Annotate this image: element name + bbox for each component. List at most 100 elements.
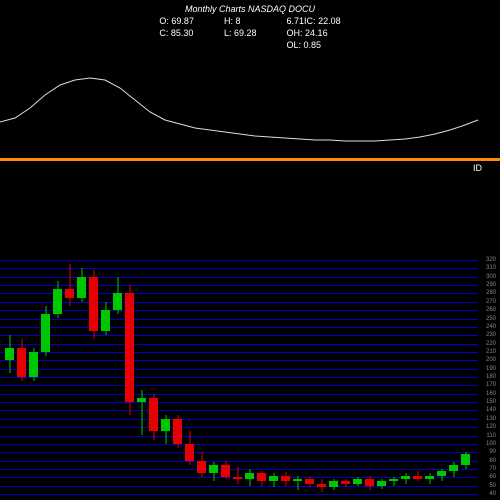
candle-body bbox=[245, 473, 254, 479]
candle-body bbox=[377, 481, 386, 485]
y-label: 60 bbox=[489, 474, 496, 480]
candle bbox=[185, 260, 194, 494]
candle bbox=[401, 260, 410, 494]
candle-body bbox=[125, 293, 134, 402]
candle bbox=[89, 260, 98, 494]
candle bbox=[377, 260, 386, 494]
y-label: 300 bbox=[486, 274, 496, 280]
candle bbox=[17, 260, 26, 494]
oh-val: 24.16 bbox=[305, 28, 328, 38]
c-val: 85.30 bbox=[171, 28, 194, 38]
grid-line bbox=[0, 494, 478, 495]
candle-body bbox=[89, 277, 98, 331]
oh-label: OH: bbox=[287, 28, 303, 38]
candle bbox=[341, 260, 350, 494]
title-left: Monthly Charts bbox=[185, 4, 246, 14]
y-label: 40 bbox=[489, 491, 496, 497]
candle bbox=[29, 260, 38, 494]
candle-body bbox=[221, 465, 230, 478]
candle bbox=[353, 260, 362, 494]
y-label: 80 bbox=[489, 458, 496, 464]
candle bbox=[437, 260, 446, 494]
candle-body bbox=[173, 419, 182, 444]
hc-val: 22.08 bbox=[318, 16, 341, 26]
candlestick-chart bbox=[0, 260, 478, 494]
y-label: 100 bbox=[486, 441, 496, 447]
y-label: 270 bbox=[486, 299, 496, 305]
y-label: 260 bbox=[486, 307, 496, 313]
candle bbox=[293, 260, 302, 494]
candle-body bbox=[257, 473, 266, 481]
candle-body bbox=[197, 461, 206, 474]
stats-row: O: 69.87 C: 85.30 H: 8 L: 69.28 6.71IC: … bbox=[0, 16, 500, 50]
candle bbox=[389, 260, 398, 494]
y-label: 90 bbox=[489, 449, 496, 455]
y-label: 220 bbox=[486, 341, 496, 347]
candle-body bbox=[293, 479, 302, 482]
candle bbox=[149, 260, 158, 494]
y-label: 170 bbox=[486, 382, 496, 388]
candle-wick bbox=[237, 467, 238, 484]
l-label: L: bbox=[224, 28, 232, 38]
chart-header: Monthly Charts NASDAQ DOCU O: 69.87 C: 8… bbox=[0, 4, 500, 50]
candle bbox=[101, 260, 110, 494]
y-label: 180 bbox=[486, 374, 496, 380]
candle-body bbox=[233, 477, 242, 479]
candle-wick bbox=[141, 390, 142, 436]
candle bbox=[365, 260, 374, 494]
candle-body bbox=[317, 484, 326, 487]
candle-body bbox=[329, 481, 338, 487]
orange-separator-line bbox=[0, 158, 500, 161]
candle bbox=[305, 260, 314, 494]
candle-body bbox=[413, 476, 422, 479]
y-label: 240 bbox=[486, 324, 496, 330]
title-right: NASDAQ DOCU bbox=[248, 4, 315, 14]
y-label: 130 bbox=[486, 416, 496, 422]
l-val: 69.28 bbox=[234, 28, 257, 38]
y-label: 320 bbox=[486, 257, 496, 263]
c-label: C: bbox=[159, 28, 168, 38]
hc-label: 6.71IC: bbox=[287, 16, 316, 26]
y-label: 310 bbox=[486, 265, 496, 271]
candle bbox=[161, 260, 170, 494]
y-label: 190 bbox=[486, 366, 496, 372]
y-label: 140 bbox=[486, 407, 496, 413]
candle-body bbox=[137, 398, 146, 402]
y-label: 210 bbox=[486, 349, 496, 355]
marker-label: ID bbox=[473, 163, 482, 173]
candle bbox=[173, 260, 182, 494]
candle-body bbox=[341, 481, 350, 484]
candle bbox=[125, 260, 134, 494]
candle bbox=[233, 260, 242, 494]
candle bbox=[317, 260, 326, 494]
o-val: 69.87 bbox=[171, 16, 194, 26]
candle bbox=[281, 260, 290, 494]
candle bbox=[269, 260, 278, 494]
candle bbox=[5, 260, 14, 494]
candle-body bbox=[29, 352, 38, 377]
candle-body bbox=[425, 476, 434, 479]
candle-body bbox=[161, 419, 170, 432]
y-label: 250 bbox=[486, 316, 496, 322]
y-label: 150 bbox=[486, 399, 496, 405]
ol-val: 0.85 bbox=[304, 40, 322, 50]
candle-body bbox=[113, 293, 122, 310]
y-label: 200 bbox=[486, 357, 496, 363]
title-row: Monthly Charts NASDAQ DOCU bbox=[0, 4, 500, 14]
y-label: 230 bbox=[486, 332, 496, 338]
candle bbox=[137, 260, 146, 494]
h-label: H: bbox=[224, 16, 233, 26]
candle bbox=[221, 260, 230, 494]
candle-body bbox=[77, 277, 86, 298]
candle bbox=[65, 260, 74, 494]
candle bbox=[245, 260, 254, 494]
candle-body bbox=[305, 479, 314, 484]
candle bbox=[329, 260, 338, 494]
y-label: 160 bbox=[486, 391, 496, 397]
candle bbox=[449, 260, 458, 494]
ol-label: OL: bbox=[287, 40, 302, 50]
h-val: 8 bbox=[235, 16, 240, 26]
y-label: 50 bbox=[489, 483, 496, 489]
candle-body bbox=[269, 476, 278, 482]
candle-body bbox=[365, 479, 374, 486]
